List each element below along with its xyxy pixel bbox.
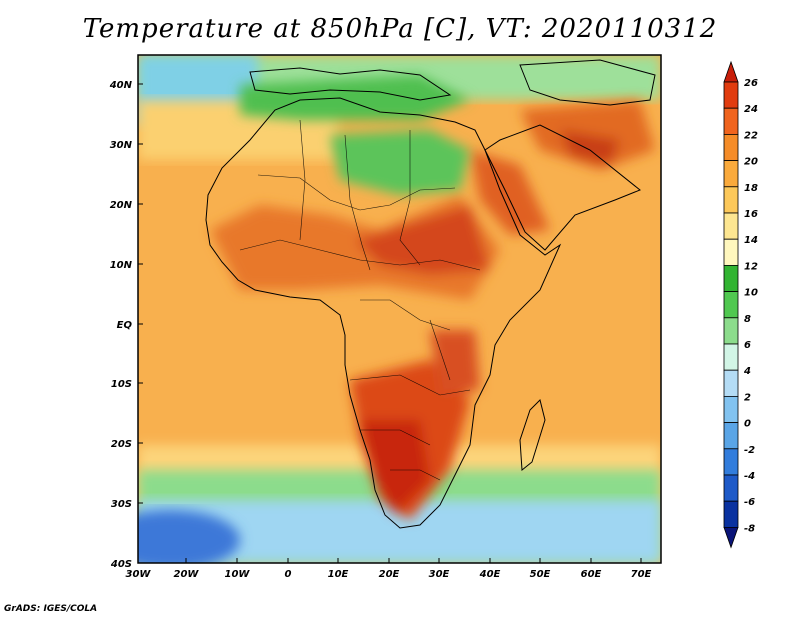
colorbar-swatch [723,81,739,109]
lon-label: 70E [631,569,652,580]
colorbar-level-label: 26 [744,78,758,89]
lon-label: 20W [174,569,200,580]
lon-label: 10W [225,569,251,580]
country-borders [239,119,481,481]
lat-label: 40S [110,559,132,570]
madagascar-outline [519,399,546,471]
lat-label: 30S [111,499,132,510]
colorbar-level-label: 14 [744,235,758,246]
colorbar-swatch [723,160,739,188]
map-title: Temperature at 850hPa [C], VT: 202011031… [82,14,718,44]
colorbar-swatch [723,422,739,450]
lon-label: 30W [126,569,152,580]
colorbar-level-label: 0 [744,419,751,430]
colorbar-level-label: -2 [744,445,755,456]
colorbar-top-arrow [723,60,739,83]
colorbar-level-label: 16 [744,209,758,220]
colorbar-swatch [723,212,739,240]
colorbar-level-label: 24 [744,104,758,115]
sahara-cool-band [240,75,470,195]
asia-outline [519,59,656,106]
colorbar-level-label: 2 [744,392,751,403]
colorbar-level-label: 22 [744,130,758,141]
lat-label: 10N [110,260,133,271]
colorbar-swatch [723,343,739,371]
colorbar-bottom-arrow [723,527,739,549]
colorbar-swatch [723,238,739,266]
latitude-labels: 40N 30N 20N 10N EQ 10S 20S 30S 40S [109,80,133,570]
colorbar-swatch [723,186,739,214]
lat-label: 40N [109,80,133,91]
lon-label: 10E [328,569,349,580]
plot-frame [137,54,662,564]
africa-coastline [205,97,562,529]
lon-label: 60E [581,569,602,580]
lat-label: 30N [110,140,133,151]
colorbar-level-label: 20 [744,157,758,168]
colorbar-swatch [723,264,739,292]
colorbar-level-label: 18 [744,183,758,194]
colorbar-swatch [723,369,739,397]
colorbar-swatch [723,317,739,345]
colorbar-swatch [723,500,739,528]
lon-label: 40E [479,569,501,580]
lat-label: EQ [117,320,133,331]
lat-label: 20N [110,200,133,211]
colorbar-level-label: -8 [744,523,755,534]
lon-label: 30E [429,569,450,580]
colorbar-swatch [723,133,739,161]
colorbar-level-label: 6 [744,340,751,351]
colorbar-level-label: 4 [743,366,751,377]
colorbar-level-label: 10 [744,288,758,299]
coastlines [205,59,656,529]
colorbar-swatch [723,107,739,135]
arabia-outline [484,124,641,251]
colorbar-level-label: -6 [744,497,755,508]
credit-text: GrADS: IGES/COLA [4,604,98,614]
longitude-labels: 30W 20W 10W 0 10E 20E 30E 40E 50E 60E 70… [126,569,652,580]
colorbar-swatch [723,448,739,476]
colorbar-level-label: 12 [744,261,758,272]
temperature-field [138,55,661,563]
lat-label: 20S [111,439,132,450]
axis-ticks [138,83,642,563]
colorbar-level-label: 8 [744,314,751,325]
europe-outline [249,67,452,101]
lon-label: 50E [530,569,551,580]
colorbar-swatch [723,474,739,502]
lat-label: 10S [111,379,132,390]
lon-label: 20E [379,569,400,580]
colorbar-level-label: -4 [744,471,755,482]
lon-label: 0 [285,569,292,580]
colorbar-swatch [723,395,739,423]
south-atlantic-cold-core [138,510,240,563]
colorbar-swatch [723,291,739,319]
